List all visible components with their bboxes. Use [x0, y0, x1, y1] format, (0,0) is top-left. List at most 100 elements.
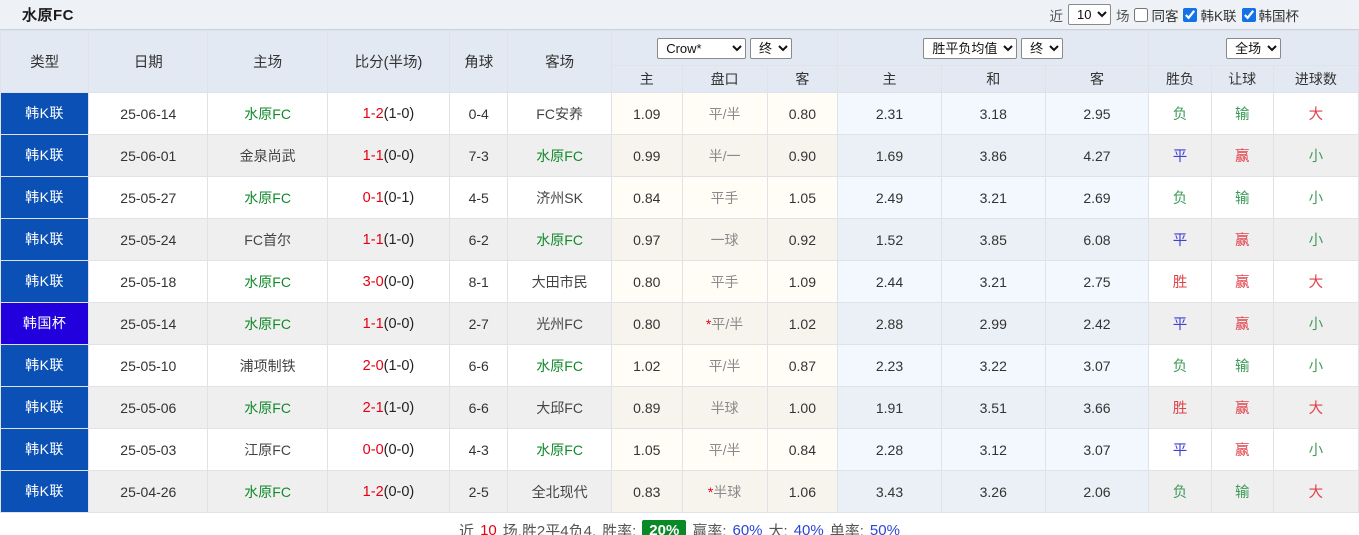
cell-away[interactable]: 大田市民	[507, 260, 612, 303]
col-header-ah-home[interactable]: 主	[611, 65, 683, 93]
col-header-away[interactable]: 客场	[507, 30, 612, 93]
home-team-name[interactable]: 水原FC	[244, 105, 291, 122]
table-row[interactable]: 韩K联 25-05-24 FC首尔 1-1(1-0) 6-2 水原FC 0.97 一球 0.92…	[0, 218, 1359, 261]
home-team-name[interactable]: 浦项制铁	[239, 357, 296, 374]
final-score: 0-1	[362, 189, 384, 206]
home-team-name[interactable]: 水原FC	[244, 273, 291, 290]
cell-score[interactable]: 0-0(0-0)	[326, 428, 451, 471]
cell-type[interactable]: 韩K联	[0, 386, 90, 429]
bookmaker-select[interactable]: Crow*Bet365MacauslotLadbrokes	[657, 37, 747, 59]
table-row[interactable]: 韩国杯 25-05-14 水原FC 1-1(0-0) 2-7 光州FC 0.80 *平/半 1.…	[0, 302, 1359, 345]
home-team-name[interactable]: 水原FC	[244, 483, 291, 500]
cell-home[interactable]: 水原FC	[207, 470, 328, 513]
col-header-ah-away[interactable]: 客	[766, 65, 839, 93]
cell-away[interactable]: 大邱FC	[507, 386, 612, 429]
cell-type[interactable]: 韩K联	[0, 92, 90, 135]
cell-score[interactable]: 2-1(1-0)	[326, 386, 451, 429]
filter-league-wrap[interactable]: 韩K联	[1183, 5, 1237, 25]
away-team-name[interactable]: FC安养	[536, 105, 583, 122]
cell-score[interactable]: 1-2(0-0)	[326, 470, 451, 513]
cell-score[interactable]: 1-1(0-0)	[326, 134, 451, 177]
col-header-corners[interactable]: 角球	[449, 30, 509, 93]
col-header-result-wdl[interactable]: 胜负	[1148, 65, 1212, 93]
cell-away[interactable]: 水原FC	[507, 344, 612, 387]
table-row[interactable]: 韩K联 25-05-06 水原FC 2-1(1-0) 6-6 大邱FC 0.89 半球 1.00…	[0, 386, 1359, 429]
away-team-name[interactable]: 水原FC	[536, 357, 583, 374]
cell-score[interactable]: 0-1(0-1)	[326, 176, 451, 219]
col-header-home[interactable]: 主场	[207, 30, 328, 93]
odds-phase-select[interactable]: 初终	[1021, 37, 1064, 59]
cell-home[interactable]: 浦项制铁	[207, 344, 328, 387]
col-header-type[interactable]: 类型	[0, 30, 90, 93]
cell-type[interactable]: 韩K联	[0, 218, 90, 261]
halftime-score: (1-0)	[383, 231, 415, 248]
away-team-name[interactable]: 水原FC	[536, 441, 583, 458]
col-header-odds-away[interactable]: 客	[1044, 65, 1150, 93]
handicap-phase-select[interactable]: 初终	[749, 37, 792, 59]
table-row[interactable]: 韩K联 25-06-14 水原FC 1-2(1-0) 0-4 FC安养 1.09 平/半 0.8…	[0, 92, 1359, 135]
filter-league-checkbox[interactable]	[1183, 7, 1198, 22]
recent-count-select[interactable]: 610203050	[1067, 4, 1111, 25]
cell-score[interactable]: 1-1(1-0)	[326, 218, 451, 261]
away-team-name[interactable]: 水原FC	[536, 147, 583, 164]
col-header-ah-line[interactable]: 盘口	[681, 65, 768, 93]
table-row[interactable]: 韩K联 25-05-10 浦项制铁 2-0(1-0) 6-6 水原FC 1.02 平/半 0.8…	[0, 344, 1359, 387]
cell-away[interactable]: 全北现代	[507, 470, 612, 513]
cell-home[interactable]: 水原FC	[207, 386, 328, 429]
col-header-odds-draw[interactable]: 和	[940, 65, 1046, 93]
away-team-name[interactable]: 光州FC	[536, 315, 583, 332]
home-team-name[interactable]: 水原FC	[244, 315, 291, 332]
away-team-name[interactable]: 济州SK	[536, 189, 583, 206]
cell-home[interactable]: 金泉尚武	[207, 134, 328, 177]
table-row[interactable]: 韩K联 25-04-26 水原FC 1-2(0-0) 2-5 全北现代 0.83 *半球 1.0…	[0, 470, 1359, 513]
table-row[interactable]: 韩K联 25-06-01 金泉尚武 1-1(0-0) 7-3 水原FC 0.99 半/一 0.9…	[0, 134, 1359, 177]
home-team-name[interactable]: 金泉尚武	[239, 147, 296, 164]
col-header-date[interactable]: 日期	[88, 30, 209, 93]
cell-away[interactable]: 光州FC	[507, 302, 612, 345]
away-team-name[interactable]: 大田市民	[531, 273, 588, 290]
cell-type[interactable]: 韩K联	[0, 134, 90, 177]
table-row[interactable]: 韩K联 25-05-18 水原FC 3-0(0-0) 8-1 大田市民 0.80 平手 1.09…	[0, 260, 1359, 303]
cell-home[interactable]: 江原FC	[207, 428, 328, 471]
away-team-name[interactable]: 水原FC	[536, 231, 583, 248]
away-team-name[interactable]: 大邱FC	[536, 399, 583, 416]
col-header-score[interactable]: 比分(半场)	[326, 30, 451, 93]
cell-home[interactable]: 水原FC	[207, 260, 328, 303]
cell-type[interactable]: 韩K联	[0, 260, 90, 303]
cell-home[interactable]: 水原FC	[207, 176, 328, 219]
cell-home[interactable]: 水原FC	[207, 92, 328, 135]
cell-score[interactable]: 1-1(0-0)	[326, 302, 451, 345]
filter-cup-wrap[interactable]: 韩国杯	[1241, 5, 1299, 25]
cell-type[interactable]: 韩K联	[0, 428, 90, 471]
table-row[interactable]: 韩K联 25-05-03 江原FC 0-0(0-0) 4-3 水原FC 1.05 平/半 0.8…	[0, 428, 1359, 471]
scope-select[interactable]: 全场半场	[1226, 37, 1282, 59]
home-team-name[interactable]: 江原FC	[244, 441, 291, 458]
cell-away[interactable]: 济州SK	[507, 176, 612, 219]
same-away-checkbox-wrap[interactable]: 同客	[1134, 5, 1178, 25]
home-team-name[interactable]: 水原FC	[244, 189, 291, 206]
cell-home[interactable]: FC首尔	[207, 218, 328, 261]
home-team-name[interactable]: 水原FC	[244, 399, 291, 416]
cell-score[interactable]: 3-0(0-0)	[326, 260, 451, 303]
cell-type[interactable]: 韩国杯	[0, 302, 90, 345]
col-header-result-goals[interactable]: 进球数	[1272, 65, 1359, 93]
cell-type[interactable]: 韩K联	[0, 470, 90, 513]
cell-away[interactable]: 水原FC	[507, 218, 612, 261]
cell-type[interactable]: 韩K联	[0, 176, 90, 219]
cell-type[interactable]: 韩K联	[0, 344, 90, 387]
cell-result-goals: 小	[1272, 134, 1359, 177]
cell-home[interactable]: 水原FC	[207, 302, 328, 345]
filter-cup-checkbox[interactable]	[1241, 7, 1256, 22]
cell-away[interactable]: FC安养	[507, 92, 612, 135]
col-header-odds-home[interactable]: 主	[837, 65, 942, 93]
away-team-name[interactable]: 全北现代	[531, 483, 588, 500]
cell-score[interactable]: 2-0(1-0)	[326, 344, 451, 387]
home-team-name[interactable]: FC首尔	[244, 231, 291, 248]
odds-type-select[interactable]: 胜平负均值欧赔亚盘	[923, 37, 1018, 59]
col-header-result-ah[interactable]: 让球	[1210, 65, 1274, 93]
cell-score[interactable]: 1-2(1-0)	[326, 92, 451, 135]
cell-away[interactable]: 水原FC	[507, 134, 612, 177]
same-away-checkbox[interactable]	[1134, 7, 1149, 22]
table-row[interactable]: 韩K联 25-05-27 水原FC 0-1(0-1) 4-5 济州SK 0.84 平手 1.05…	[0, 176, 1359, 219]
cell-away[interactable]: 水原FC	[507, 428, 612, 471]
